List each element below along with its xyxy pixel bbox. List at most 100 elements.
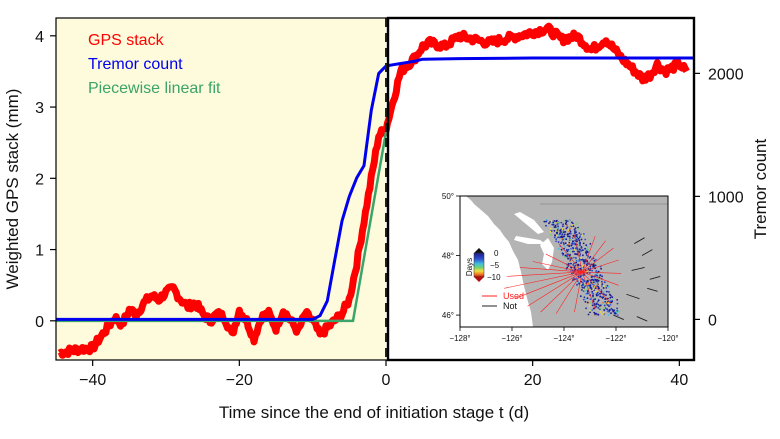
tremor-dot <box>573 228 576 231</box>
tremor-dot <box>557 241 560 243</box>
tremor-dot <box>595 294 598 296</box>
tremor-dot <box>554 224 557 227</box>
used-station-vector <box>581 240 606 273</box>
tremor-dot <box>596 284 599 286</box>
tremor-dot <box>585 281 588 283</box>
tremor-dot <box>601 283 604 285</box>
tremor-dot <box>597 294 600 296</box>
tremor-dot <box>570 247 572 250</box>
tremor-dot <box>566 233 569 236</box>
strait <box>514 236 546 244</box>
tremor-dot <box>583 287 585 289</box>
tremor-dot <box>572 236 575 239</box>
tremor-dot <box>563 233 566 236</box>
tremor-dot <box>575 238 578 241</box>
tremor-dot <box>603 285 605 288</box>
tremor-dot <box>600 289 603 291</box>
colorbar-tick-minus5: −5 <box>490 261 500 270</box>
tremor-dot <box>579 295 582 298</box>
tremor-dot <box>555 240 557 243</box>
used-station-vector <box>582 271 622 274</box>
tremor-dot <box>602 290 605 293</box>
tremor-dot <box>610 312 612 315</box>
tremor-dot <box>563 243 565 246</box>
tremor-dot <box>589 298 592 300</box>
not-used-station-vector <box>626 293 640 300</box>
tremor-dot <box>566 224 568 227</box>
tremor-dot <box>568 219 571 222</box>
tremor-dot <box>585 289 587 292</box>
tremor-dot <box>601 296 603 299</box>
tremor-dot <box>607 285 610 288</box>
tremor-dot <box>601 313 604 315</box>
tremor-dot <box>597 307 600 309</box>
tremor-dot <box>554 234 557 237</box>
tremor-dot <box>566 226 569 229</box>
tremor-dot <box>594 264 597 267</box>
inset-x-tick-label: −122° <box>605 334 626 343</box>
tremor-dot <box>579 244 581 246</box>
tremor-dot <box>581 281 584 284</box>
tremor-dot <box>567 248 570 251</box>
colorbar-bottom-arrow <box>474 277 484 282</box>
tremor-dot <box>590 288 593 291</box>
tremor-dot <box>572 246 574 249</box>
used-station-vector <box>558 243 583 273</box>
tremor-dot <box>616 299 619 301</box>
tremor-dot <box>594 313 596 315</box>
tremor-dot <box>545 224 547 227</box>
tremor-dot <box>563 237 566 240</box>
tremor-dot <box>570 266 572 269</box>
used-station-vector <box>582 247 614 273</box>
tremor-dot <box>611 300 614 303</box>
colorbar-tick-0: 0 <box>494 249 499 258</box>
tremor-dot <box>564 254 567 257</box>
tremor-dot <box>583 280 586 282</box>
tremor-dot <box>603 281 606 284</box>
tremor-dot <box>570 243 573 245</box>
tremor-dot <box>598 305 601 307</box>
tremor-dot <box>570 232 572 235</box>
tremor-dot <box>564 231 567 233</box>
tremor-dot <box>567 243 570 246</box>
tremor-dot <box>579 254 581 257</box>
tremor-dot <box>603 307 606 310</box>
tremor-dot <box>549 234 552 236</box>
tremor-dot <box>606 310 609 313</box>
tremor-dot <box>569 238 572 241</box>
tremor-dot <box>576 260 579 262</box>
tremor-dot <box>559 236 561 239</box>
tremor-dot <box>616 309 619 312</box>
tremor-dot <box>585 250 588 253</box>
tremor-dot <box>571 221 573 224</box>
tremor-dot <box>576 280 579 283</box>
tremor-count-series <box>56 56 694 321</box>
tremor-dot <box>605 294 607 296</box>
tremor-dot <box>593 307 595 310</box>
tremor-dot <box>583 262 586 264</box>
tremor-dot <box>566 242 569 244</box>
tremor-dot <box>574 230 577 233</box>
tremor-dot <box>555 238 558 241</box>
tremor-dot <box>597 313 600 316</box>
x-tick-label: 0 <box>382 372 391 389</box>
tremor-dot <box>592 263 595 266</box>
tremor-dot <box>549 230 552 233</box>
tremor-dot <box>584 238 587 241</box>
used-station-vector <box>540 271 583 313</box>
tremor-dot <box>582 254 584 257</box>
tremor-dot <box>564 245 567 248</box>
tremor-dot <box>572 225 575 228</box>
tremor-dot <box>568 235 571 238</box>
tremor-dot <box>574 232 576 235</box>
inset-x-tick-label: −120° <box>657 334 678 343</box>
tremor-dot <box>601 280 603 283</box>
tremor-dot <box>590 276 593 278</box>
station-vectors <box>504 234 661 322</box>
tremor-dot <box>565 248 568 251</box>
used-station-vector <box>532 261 583 273</box>
tremor-dot <box>552 223 555 226</box>
tremor-dot <box>600 307 602 310</box>
tremor-dot <box>589 272 591 274</box>
